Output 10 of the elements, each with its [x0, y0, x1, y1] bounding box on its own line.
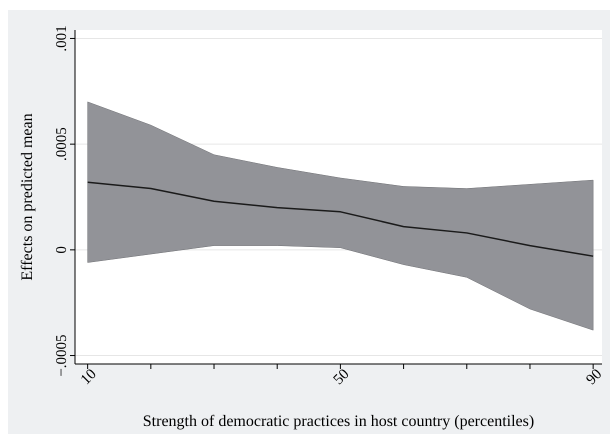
y-tick-label: .001 [54, 25, 70, 52]
y-axis-title: Effects on predicted mean [19, 113, 36, 281]
x-tick-label: 10 [78, 366, 100, 388]
x-axis-title: Strength of democratic practices in host country (percentiles) [142, 413, 534, 430]
line-series [86, 181, 594, 257]
x-tick-label: 90 [583, 366, 606, 388]
y-tick-label: 0 [54, 246, 70, 254]
y-tick-label: −.0005 [54, 334, 70, 377]
x-tick-label: 50 [330, 366, 353, 388]
y-tick-label: .0005 [54, 127, 70, 162]
